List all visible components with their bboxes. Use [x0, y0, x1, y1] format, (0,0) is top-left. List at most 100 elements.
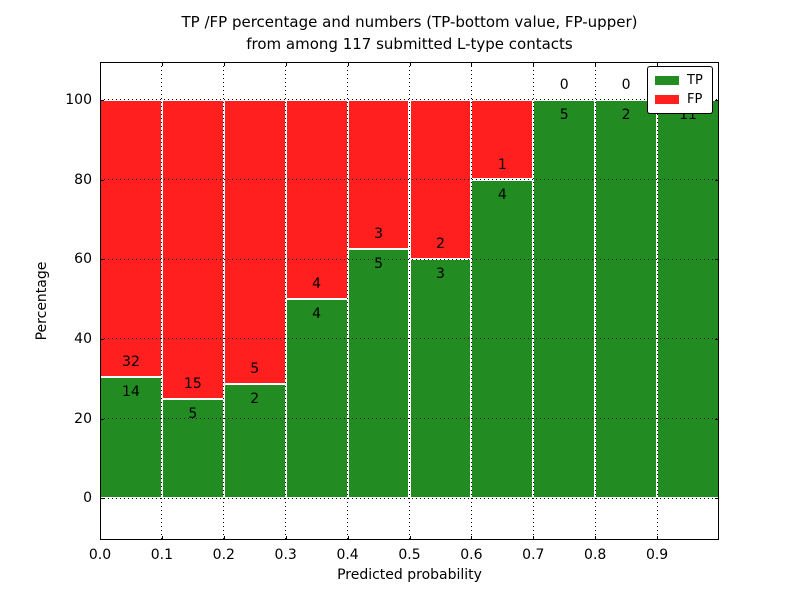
x-tickmark-bottom-0.4	[347, 536, 349, 540]
x-tick-label-0.1: 0.1	[150, 547, 174, 563]
y-tick-label-60: 60	[74, 251, 92, 268]
bar-segment-tp-8	[595, 99, 658, 499]
x-tickmark-bottom-0.2	[223, 536, 225, 540]
tp-count-label-4: 5	[374, 256, 383, 273]
x-tickmark-top-0.2	[223, 62, 225, 66]
tp-count-label-1: 5	[188, 405, 198, 422]
fp-count-label-4: 3	[374, 226, 383, 243]
gridline-v-0.5	[409, 62, 410, 540]
x-tickmark-top-0.3	[285, 62, 287, 66]
legend-label-fp: FP	[687, 91, 703, 107]
chart-title-line-2: from among 117 submitted L-type contacts	[246, 35, 573, 53]
gridline-v-0.1	[161, 62, 163, 540]
x-tick-label-0.3: 0.3	[274, 547, 297, 563]
y-tickmark-right-40	[715, 338, 719, 340]
fp-count-label-6: 1	[497, 156, 507, 173]
y-tickmark-left-0	[100, 498, 104, 500]
fp-count-label-5: 2	[435, 236, 445, 253]
x-tick-label-0.2: 0.2	[212, 547, 235, 563]
y-tickmark-right-60	[715, 259, 719, 261]
y-tickmark-right-100	[715, 99, 719, 101]
y-tick-label-0: 0	[83, 490, 92, 507]
x-tick-label-0.0: 0.0	[88, 547, 112, 563]
x-tickmark-top-0.9	[657, 62, 659, 66]
x-tickmark-bottom-0.6	[471, 536, 473, 540]
gridline-v-0.3	[285, 62, 287, 540]
x-tickmark-bottom-0.5	[409, 536, 411, 540]
gridline-v-0.7	[532, 62, 534, 540]
fp-count-label-7: 0	[559, 76, 569, 93]
x-tickmark-bottom-0.0	[100, 536, 101, 540]
legend: TP FP	[647, 66, 713, 114]
x-axis-label: Predicted probability	[337, 567, 482, 583]
chart-title-line-1: TP /FP percentage and numbers (TP-bottom…	[181, 13, 638, 31]
x-tick-label-0.7: 0.7	[522, 547, 545, 563]
fp-count-label-8: 0	[621, 76, 631, 93]
y-tick-label-80: 80	[74, 171, 92, 188]
fp-count-label-1: 15	[183, 375, 202, 392]
gridline-v-0.9	[656, 62, 658, 540]
x-tickmark-top-0.6	[471, 62, 473, 66]
tp-count-label-3: 4	[312, 306, 322, 322]
y-tick-label-20: 20	[74, 410, 92, 427]
x-tickmark-top-0.4	[347, 62, 349, 66]
y-tickmark-left-40	[100, 338, 104, 340]
y-axis-label: Percentage	[34, 261, 50, 341]
y-tick-label-100: 100	[65, 91, 92, 108]
bar-segment-fp-4	[347, 99, 410, 250]
x-tickmark-bottom-0.8	[595, 536, 597, 540]
bar-segment-tp-5	[409, 259, 472, 499]
bar-segment-tp-3	[285, 299, 348, 499]
x-tickmark-bottom-0.9	[657, 536, 659, 540]
legend-row-tp: TP	[648, 72, 712, 88]
x-tickmark-bottom-0.1	[161, 536, 163, 540]
bar-segment-tp-4	[347, 249, 410, 499]
gridline-v-0.6	[470, 62, 472, 540]
fp-count-label-2: 5	[250, 361, 260, 378]
tp-count-label-7: 5	[559, 106, 569, 123]
legend-row-fp: FP	[648, 91, 712, 107]
tp-count-label-0: 14	[122, 383, 140, 400]
x-tickmark-top-0.1	[161, 62, 163, 66]
x-tick-label-0.6: 0.6	[460, 547, 483, 563]
y-tickmark-left-20	[100, 418, 104, 420]
x-tickmark-bottom-0.3	[285, 536, 287, 540]
tp-count-label-8: 2	[621, 106, 631, 123]
bar-segment-tp-9	[657, 99, 719, 499]
bar-segment-fp-2	[223, 99, 286, 385]
x-tick-label-0.8: 0.8	[584, 547, 607, 563]
fp-swatch-icon	[655, 95, 679, 104]
tp-swatch-icon	[655, 76, 679, 85]
x-tick-label-0.4: 0.4	[336, 547, 359, 563]
gridline-v-0.2	[223, 62, 225, 540]
y-tickmark-left-60	[100, 259, 104, 261]
x-tickmark-top-0.8	[595, 62, 597, 66]
plot-area: 321415552443523140502011	[100, 62, 719, 540]
fp-count-label-0: 32	[122, 353, 140, 370]
bar-segment-fp-1	[161, 99, 224, 399]
x-tickmark-top-0.7	[533, 62, 535, 66]
y-tickmark-right-0	[715, 498, 719, 500]
x-tick-label-0.9: 0.9	[645, 547, 669, 563]
y-tickmark-right-20	[715, 418, 719, 420]
bar-segment-fp-0	[100, 99, 162, 377]
bar-segment-fp-3	[285, 99, 348, 299]
y-tickmark-right-80	[715, 179, 719, 181]
y-tickmark-left-80	[100, 179, 104, 181]
x-tick-label-0.5: 0.5	[398, 547, 421, 563]
y-tickmark-left-100	[100, 99, 104, 101]
tp-count-label-6: 4	[497, 186, 507, 203]
fp-count-label-3: 4	[312, 276, 322, 292]
gridline-v-0.4	[347, 62, 349, 540]
x-tickmark-bottom-0.7	[533, 536, 535, 540]
gridline-v-0.8	[594, 62, 596, 540]
bar-segment-tp-7	[533, 99, 596, 499]
y-tick-label-40: 40	[74, 330, 92, 347]
x-tickmark-top-0.0	[100, 62, 101, 66]
tp-count-label-2: 2	[250, 391, 260, 408]
bar-segment-tp-1	[161, 398, 224, 499]
x-tickmark-top-0.5	[409, 62, 411, 66]
tp-count-label-5: 3	[435, 266, 445, 283]
legend-label-tp: TP	[687, 72, 703, 88]
